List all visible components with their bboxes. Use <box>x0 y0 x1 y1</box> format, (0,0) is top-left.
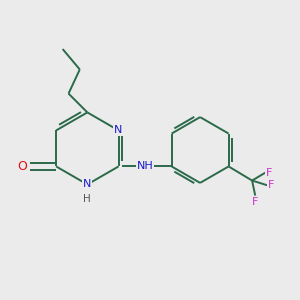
Text: NH: NH <box>137 161 154 171</box>
Text: F: F <box>268 180 274 190</box>
Text: N: N <box>114 125 123 135</box>
Text: N: N <box>83 179 92 190</box>
Text: O: O <box>18 160 28 173</box>
Text: F: F <box>266 168 272 178</box>
Text: F: F <box>252 197 258 207</box>
Text: H: H <box>83 194 91 205</box>
